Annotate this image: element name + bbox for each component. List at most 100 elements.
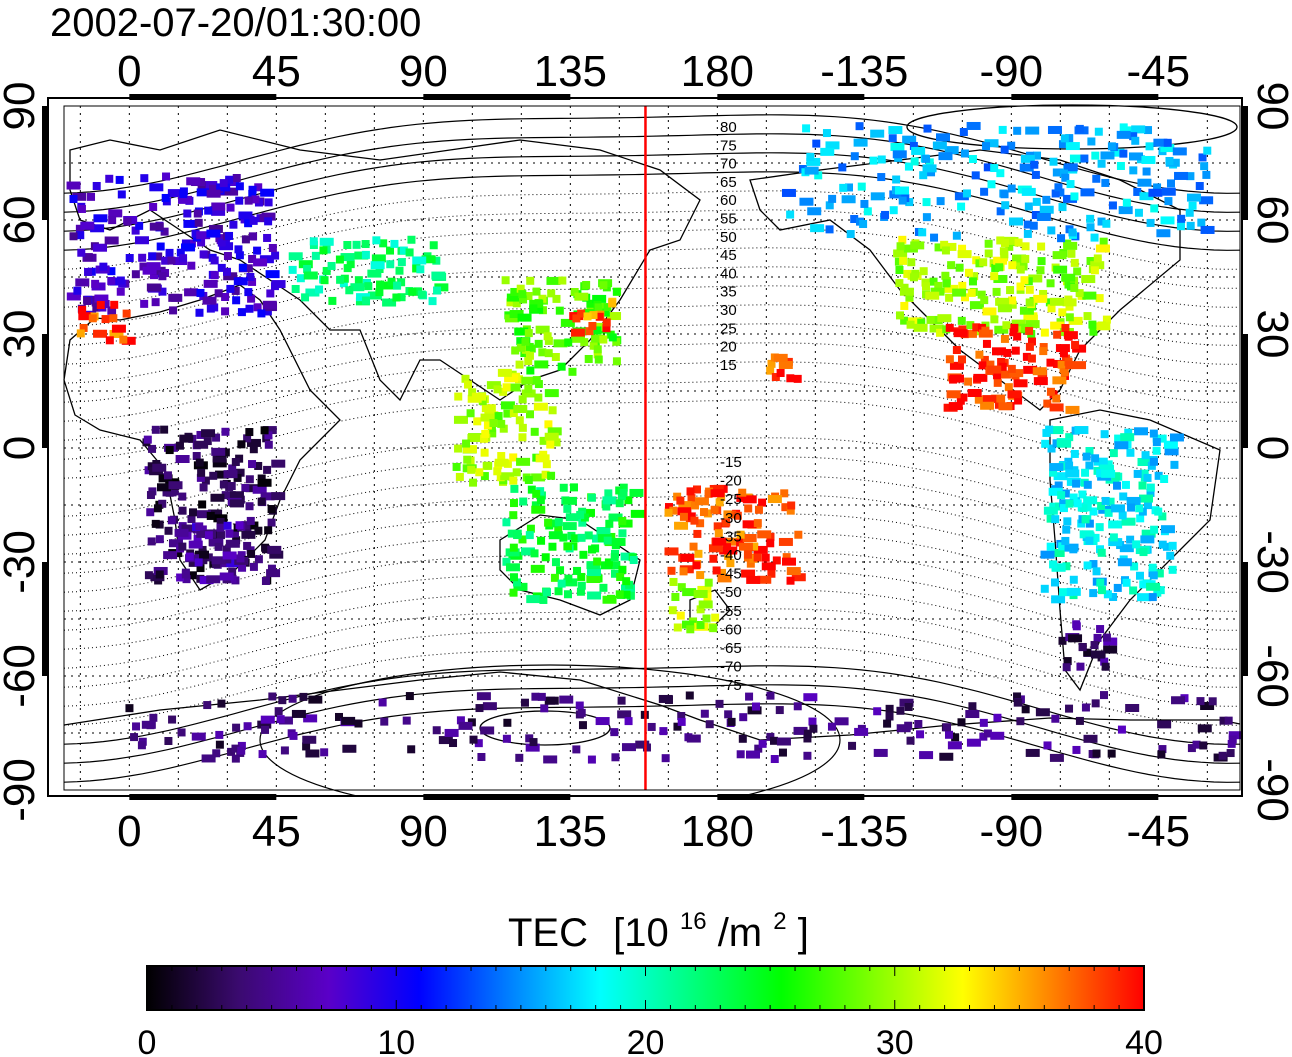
tec-pixel: [1118, 511, 1127, 520]
tec-pixel: [534, 339, 543, 348]
tec-pixel: [109, 314, 118, 323]
tec-pixel: [1101, 496, 1110, 505]
tec-pixel: [802, 124, 811, 133]
tec-pixel: [896, 706, 905, 715]
tec-pixel: [1101, 178, 1110, 187]
tec-pixel: [1168, 565, 1177, 574]
tec-pixel: [291, 285, 300, 294]
tec-pixel: [696, 519, 705, 528]
tec-pixel: [257, 474, 266, 483]
tec-pixel: [1174, 171, 1189, 180]
tec-pixel: [202, 296, 217, 305]
magnetic-lat-label: 70: [720, 156, 737, 173]
tec-pixel: [552, 294, 561, 303]
tec-pixel: [904, 702, 913, 711]
tec-pixel: [607, 312, 622, 321]
tec-pixel: [477, 752, 486, 761]
tec-pixel: [204, 206, 213, 215]
tec-pixel: [1083, 648, 1092, 657]
tec-pixel: [1082, 452, 1091, 461]
tec-pixel: [559, 483, 568, 492]
tec-pixel: [1003, 348, 1012, 357]
tec-pixel: [463, 455, 472, 464]
tec-pixel: [586, 568, 601, 577]
tec-pixel: [941, 246, 950, 255]
colorbar: TEC [10 16 /m 2 ] 0 10 20 30 40: [138, 908, 1163, 1057]
tec-pixel: [578, 721, 587, 730]
tec-pixel: [115, 175, 124, 184]
tec-pixel: [958, 281, 967, 290]
tec-pixel: [480, 413, 495, 422]
tec-pixel: [1082, 291, 1097, 300]
tec-pixel: [1060, 134, 1069, 143]
tec-pixel: [1096, 578, 1105, 587]
figure-title: 2002-07-20/01:30:00: [50, 1, 421, 45]
tec-pixel: [486, 381, 501, 390]
bottom-lon-tick-label: -45: [1127, 807, 1191, 856]
tec-pixel: [158, 499, 167, 508]
tec-pixel: [982, 307, 997, 316]
tec-pixel: [253, 258, 268, 267]
tec-pixel: [1085, 461, 1094, 470]
left-lat-tick-label: 60: [0, 196, 44, 245]
tec-pixel: [525, 743, 540, 752]
tec-pixel: [1093, 633, 1102, 642]
tec-pixel: [1056, 188, 1065, 197]
tec-pixel: [1074, 426, 1089, 435]
tec-pixel: [531, 505, 546, 514]
tec-pixel: [261, 212, 276, 221]
tec-pixel: [516, 457, 531, 466]
tec-pixel: [1053, 330, 1062, 339]
tec-pixel: [107, 267, 116, 276]
tec-pixel: [209, 471, 218, 480]
tec-pixel: [203, 701, 212, 710]
tec-pixel: [736, 493, 745, 502]
tec-pixel: [1129, 586, 1138, 595]
tec-pixel: [998, 402, 1013, 411]
tec-pixel: [964, 377, 973, 386]
tec-pixel: [1200, 702, 1215, 711]
tec-pixel: [196, 564, 205, 573]
magnetic-lat-label: 30: [720, 302, 737, 319]
tec-pixel: [532, 376, 541, 385]
bottom-edge-bar: [1011, 794, 1159, 800]
tec-pixel: [776, 369, 785, 378]
tec-pixel: [914, 720, 923, 729]
tec-pixel: [611, 753, 620, 762]
top-lon-tick-label: 0: [117, 47, 141, 96]
tec-pixel: [827, 722, 836, 731]
tec-pixel: [1063, 163, 1078, 172]
tec-pixel: [1164, 447, 1179, 456]
tec-pixel: [1150, 204, 1159, 213]
tec-pixel: [1120, 433, 1135, 442]
tec-pixel: [235, 251, 244, 260]
tec-pixel: [850, 215, 859, 224]
tec-pixel: [1093, 457, 1108, 466]
tec-pixel: [993, 378, 1002, 387]
tec-pixel: [537, 536, 546, 545]
tec-pixel: [554, 518, 563, 527]
tec-pixel: [526, 524, 535, 533]
tec-pixel: [1049, 426, 1064, 435]
tec-pixel: [1063, 194, 1078, 203]
tec-pixel: [970, 272, 979, 281]
tec-pixel: [135, 221, 144, 230]
colorbar-ticks: 0 10 20 30 40: [138, 966, 1163, 1057]
right-lat-tick-label: 30: [1248, 310, 1292, 359]
tec-pixel: [525, 410, 534, 419]
tec-pixel: [951, 733, 960, 742]
tec-pixel: [1024, 202, 1033, 211]
tec-pixel: [757, 530, 772, 539]
tec-pixel: [532, 489, 541, 498]
tec-pixel: [592, 294, 607, 303]
tec-pixel: [510, 499, 519, 508]
tec-pixel: [217, 238, 226, 247]
tec-pixel: [320, 276, 329, 285]
tec-pixel: [936, 197, 945, 206]
bottom-lon-tick-label: 180: [681, 807, 754, 856]
tec-pixel: [1061, 489, 1070, 498]
tec-pixel: [895, 265, 904, 274]
tec-pixel: [309, 237, 318, 246]
tec-pixel: [153, 504, 162, 513]
tec-pixel: [527, 485, 536, 494]
